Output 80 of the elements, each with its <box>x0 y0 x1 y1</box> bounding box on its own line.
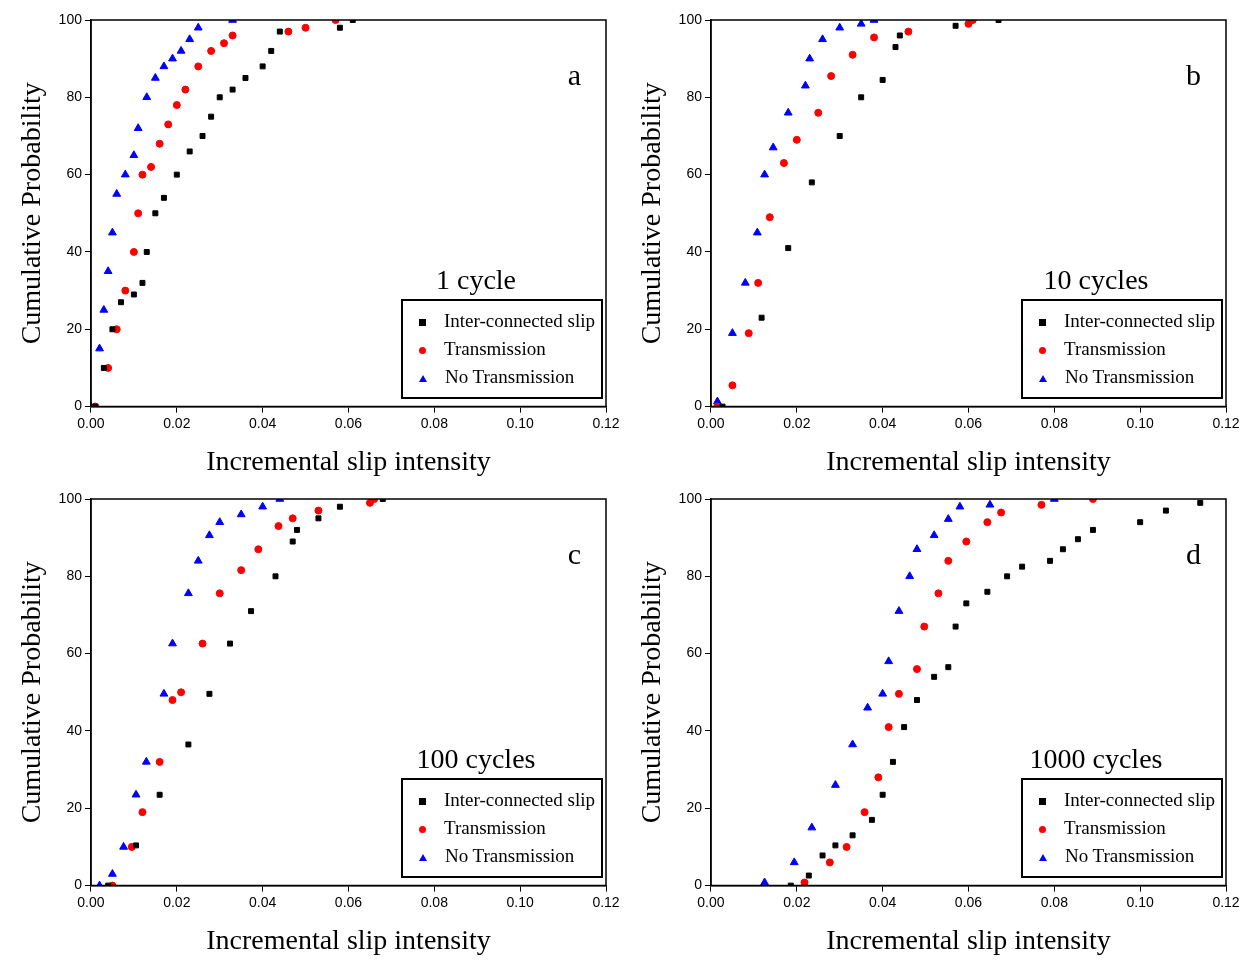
y-tick-label: 40 <box>686 721 703 738</box>
x-axis-title: Incremental slip intensity <box>206 923 491 955</box>
x-tick-label: 0.08 <box>1040 893 1069 910</box>
x-tick-label: 0.10 <box>506 893 534 910</box>
legend-label: Inter-connected slip <box>1063 309 1215 331</box>
y-tick-label: 80 <box>66 88 83 105</box>
annotation: 1000 cycles <box>1029 742 1163 774</box>
y-axis-title: Cumulative Probability <box>635 82 667 345</box>
x-tick-label: 0.02 <box>783 893 811 910</box>
y-tick-label: 100 <box>678 10 703 27</box>
y-tick-label: 60 <box>686 644 703 661</box>
annotation: b <box>1186 58 1201 91</box>
legend-label: No Transmission <box>444 844 575 866</box>
y-tick-label: 20 <box>686 799 703 816</box>
x-tick-label: 0.02 <box>163 414 191 431</box>
legend-label: No Transmission <box>1064 365 1195 387</box>
x-tick-label: 0.00 <box>77 414 105 431</box>
annotation: a <box>567 58 581 91</box>
x-tick-label: 0.04 <box>869 414 897 431</box>
legend-label: Transmission <box>1063 816 1166 838</box>
y-tick-label: 80 <box>66 567 83 584</box>
x-tick-label: 0.00 <box>697 893 725 910</box>
x-axis-title: Incremental slip intensity <box>826 923 1111 955</box>
x-tick-label: 0.04 <box>869 893 897 910</box>
x-tick-label: 0.00 <box>697 414 725 431</box>
legend-label: Transmission <box>1063 337 1166 359</box>
y-tick-label: 40 <box>686 242 703 259</box>
y-axis-title: Cumulative Probability <box>15 82 47 345</box>
x-axis-title: Incremental slip intensity <box>826 444 1111 476</box>
y-tick-label: 100 <box>58 489 83 506</box>
annotation: 1 cycle <box>435 263 517 295</box>
x-tick-label: 0.08 <box>1040 414 1069 431</box>
y-tick-label: 0 <box>694 876 703 893</box>
y-axis-title: Cumulative Probability <box>635 561 667 824</box>
legend-label: No Transmission <box>444 365 575 387</box>
x-tick-label: 0.06 <box>954 893 983 910</box>
y-axis-title: Cumulative Probability <box>15 561 47 824</box>
annotation: 100 cycles <box>416 742 536 774</box>
y-tick-label: 80 <box>686 88 703 105</box>
legend-label: Transmission <box>443 337 546 359</box>
y-tick-label: 60 <box>66 165 83 182</box>
y-tick-label: 60 <box>686 165 703 182</box>
x-tick-label: 0.12 <box>1212 414 1240 431</box>
y-tick-label: 80 <box>686 567 703 584</box>
annotation: 10 cycles <box>1043 263 1149 295</box>
y-tick-label: 40 <box>66 721 83 738</box>
x-tick-label: 0.02 <box>163 893 191 910</box>
x-tick-label: 0.06 <box>334 893 363 910</box>
x-tick-label: 0.08 <box>420 893 449 910</box>
x-tick-label: 0.06 <box>954 414 983 431</box>
legend-label: Inter-connected slip <box>443 309 595 331</box>
x-tick-label: 0.02 <box>783 414 811 431</box>
x-tick-label: 0.12 <box>592 414 620 431</box>
legend-label: Inter-connected slip <box>1063 788 1215 810</box>
x-tick-label: 0.10 <box>1126 893 1154 910</box>
y-tick-label: 100 <box>678 489 703 506</box>
y-tick-label: 20 <box>66 320 83 337</box>
x-axis-title: Incremental slip intensity <box>206 444 491 476</box>
legend-label: Inter-connected slip <box>443 788 595 810</box>
y-tick-label: 40 <box>66 242 83 259</box>
legend-label: No Transmission <box>1064 844 1195 866</box>
y-tick-label: 20 <box>686 320 703 337</box>
y-tick-label: 0 <box>694 397 703 414</box>
y-tick-label: 100 <box>58 10 83 27</box>
x-tick-label: 0.06 <box>334 414 363 431</box>
x-tick-label: 0.12 <box>592 893 620 910</box>
y-tick-label: 0 <box>74 397 83 414</box>
y-tick-label: 60 <box>66 644 83 661</box>
x-tick-label: 0.10 <box>506 414 534 431</box>
x-tick-label: 0.04 <box>249 414 277 431</box>
legend-label: Transmission <box>443 816 546 838</box>
y-tick-label: 0 <box>74 876 83 893</box>
x-tick-label: 0.12 <box>1212 893 1240 910</box>
y-tick-label: 20 <box>66 799 83 816</box>
x-tick-label: 0.00 <box>77 893 105 910</box>
x-tick-label: 0.08 <box>420 414 449 431</box>
x-tick-label: 0.04 <box>249 893 277 910</box>
x-tick-label: 0.10 <box>1126 414 1154 431</box>
annotation: c <box>567 537 581 570</box>
annotation: d <box>1186 537 1201 570</box>
